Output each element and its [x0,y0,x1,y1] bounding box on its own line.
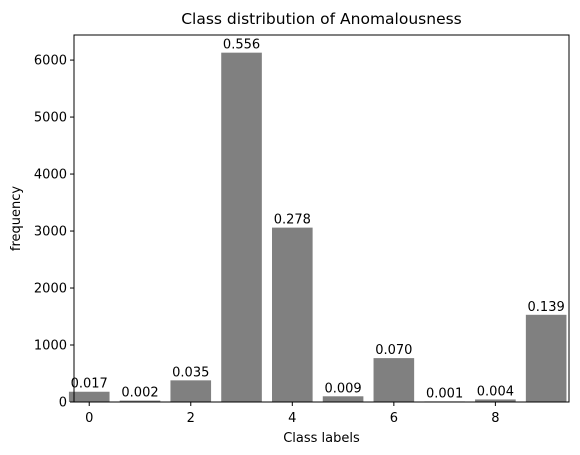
bar-value-label-4: 0.278 [274,213,311,228]
bar-8 [475,399,516,402]
bar-labels-group: 0.017 0.002 0.035 0.556 0.278 0.009 0.070 0.001… [71,38,565,402]
y-tick-label: 0 [59,396,67,411]
x-tick-label: 6 [390,411,398,426]
y-tick-label: 1000 [34,339,67,354]
x-axis-label: Class labels [283,431,360,446]
x-tick-label: 4 [288,411,296,426]
y-tick-label: 6000 [34,54,67,69]
y-tick-label: 5000 [34,111,67,126]
bar-3 [221,52,262,403]
bar-6 [373,358,415,402]
bar-value-label-5: 0.009 [324,381,361,396]
y-axis: 0 1000 2000 3000 4000 5000 6000 [34,54,74,411]
bar-value-label-2: 0.035 [172,365,209,380]
y-tick-label: 4000 [34,168,67,183]
y-tick-label: 3000 [34,225,67,240]
bar-value-label-7: 0.001 [426,386,463,401]
bar-2 [170,380,212,402]
x-tick-label: 0 [85,411,93,426]
bar-value-label-1: 0.002 [121,386,158,401]
x-axis: 0 2 4 6 8 [85,402,500,426]
bar-value-label-8: 0.004 [477,384,514,399]
y-tick-label: 2000 [34,282,67,297]
bar-1 [119,400,161,402]
bar-9 [525,314,567,402]
bar-value-label-0: 0.017 [71,377,108,392]
x-tick-label: 8 [491,411,499,426]
bar-4 [272,227,313,402]
chart-title: Class distribution of Anomalousness [181,10,462,28]
plot-frame [73,34,570,403]
bars-group [68,52,567,403]
bar-value-label-6: 0.070 [375,343,412,358]
bar-5 [322,396,364,402]
bar-value-label-3: 0.556 [223,38,260,53]
bar-0 [68,391,110,402]
y-axis-label: frequency [9,186,24,252]
x-tick-label: 2 [187,411,195,426]
bar-value-label-9: 0.139 [528,300,565,315]
